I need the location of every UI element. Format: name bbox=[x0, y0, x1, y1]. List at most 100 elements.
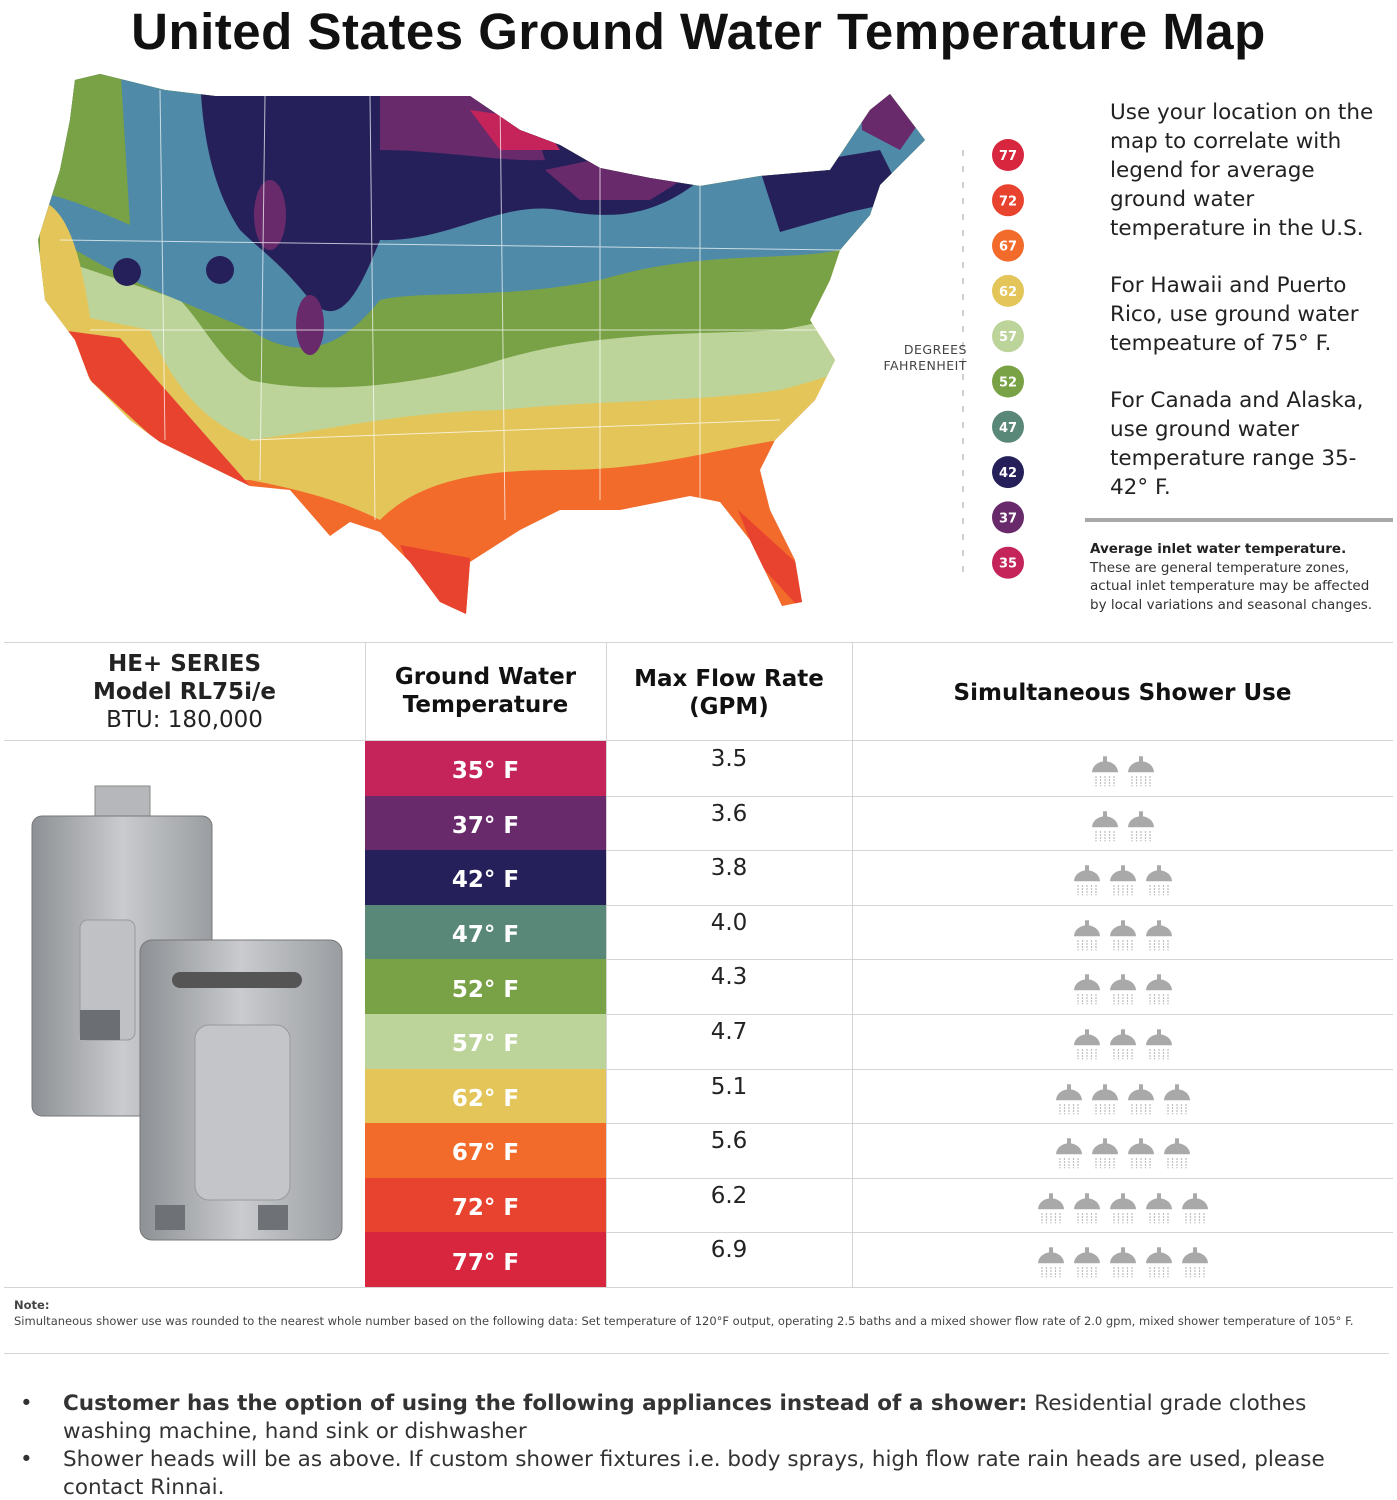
legend-label: 35 bbox=[999, 557, 1017, 572]
temperature-cell: 72° F bbox=[365, 1177, 606, 1233]
shower-icon bbox=[1110, 1247, 1136, 1278]
shower-stem bbox=[1121, 1247, 1125, 1254]
shower-head bbox=[1182, 1252, 1208, 1264]
shower-head bbox=[1146, 925, 1172, 937]
shower-icon bbox=[1146, 1029, 1172, 1060]
shower-stem bbox=[1139, 810, 1143, 817]
temperature-label: 47° F bbox=[451, 922, 520, 949]
shower-stem bbox=[1121, 920, 1125, 927]
table: HE+ SERIES Model RL75i/e BTU: 180,000 Gr… bbox=[4, 642, 1393, 1288]
legend-label: 47 bbox=[999, 421, 1017, 436]
shower-icons bbox=[1056, 1138, 1190, 1169]
temperature-cell: 47° F bbox=[365, 904, 606, 960]
row-line bbox=[606, 850, 1393, 852]
shower-stem bbox=[1157, 1247, 1161, 1254]
shower-head bbox=[1056, 1143, 1082, 1155]
shower-icons bbox=[1074, 1029, 1172, 1060]
shower-stem bbox=[1103, 1138, 1107, 1145]
shower-icon bbox=[1038, 1247, 1064, 1278]
shower-stem bbox=[1157, 865, 1161, 872]
heater-image bbox=[31, 785, 343, 1241]
shower-icon bbox=[1092, 756, 1118, 787]
caption-text: These are general temperature zones, act… bbox=[1090, 559, 1373, 613]
shower-head bbox=[1164, 1088, 1190, 1100]
shower-head bbox=[1128, 1143, 1154, 1155]
row-line bbox=[606, 1232, 1393, 1234]
shower-stem bbox=[1157, 920, 1161, 927]
shower-stem bbox=[1157, 1029, 1161, 1036]
legend-swatch bbox=[992, 229, 1024, 262]
shower-head bbox=[1110, 1252, 1136, 1264]
shower-stem bbox=[1085, 974, 1089, 981]
shower-icons bbox=[1038, 1193, 1208, 1224]
shower-icon bbox=[1182, 1247, 1208, 1278]
shower-head bbox=[1092, 1088, 1118, 1100]
shower-stem bbox=[1049, 1247, 1053, 1254]
row-line bbox=[606, 904, 1393, 906]
shower-head bbox=[1038, 1198, 1064, 1210]
shower-icon bbox=[1110, 1193, 1136, 1224]
shower-icon bbox=[1164, 1083, 1190, 1114]
legend-label: 57 bbox=[999, 330, 1017, 345]
shower-head bbox=[1164, 1143, 1190, 1155]
shower-icon bbox=[1110, 1029, 1136, 1060]
shower-icon bbox=[1074, 865, 1100, 896]
flow-rate: 3.6 bbox=[710, 800, 748, 827]
shower-icon bbox=[1128, 810, 1154, 841]
bullet-list: Customer has the option of using the fol… bbox=[20, 1390, 1380, 1500]
temperature-cell: 37° F bbox=[365, 795, 606, 851]
legend-label: 42 bbox=[999, 466, 1017, 481]
column-header-text: Simultaneous Shower Use bbox=[953, 680, 1292, 706]
flow-rate: 3.5 bbox=[710, 746, 748, 772]
column-header: Simultaneous Shower Use bbox=[852, 642, 1393, 744]
shower-icon bbox=[1146, 1193, 1172, 1224]
shower-head bbox=[1074, 925, 1100, 937]
shower-icon bbox=[1092, 1138, 1118, 1169]
temperature-label: 62° F bbox=[451, 1085, 520, 1112]
legend-label: 67 bbox=[999, 240, 1017, 255]
shower-icon bbox=[1146, 920, 1172, 951]
shower-icon bbox=[1110, 920, 1136, 951]
shower-icon bbox=[1092, 1083, 1118, 1114]
shower-head bbox=[1110, 925, 1136, 937]
flow-rate: 6.9 bbox=[710, 1237, 748, 1264]
shower-head bbox=[1074, 1034, 1100, 1046]
shower-head bbox=[1128, 761, 1154, 773]
shower-stem bbox=[1085, 1029, 1089, 1036]
legend-swatch bbox=[992, 139, 1024, 171]
model-series: HE+ SERIES bbox=[107, 651, 262, 677]
shower-head bbox=[1110, 1034, 1136, 1046]
shower-head bbox=[1038, 1252, 1064, 1264]
model-btu: BTU: 180,000 bbox=[106, 707, 263, 733]
caption: Average inlet water temperature. These a… bbox=[1090, 540, 1386, 614]
model-name: Model RL75i/e bbox=[93, 679, 276, 705]
column-header-text: Max Flow Rate (GPM) bbox=[634, 666, 824, 720]
shower-stem bbox=[1157, 1193, 1161, 1200]
shower-head bbox=[1128, 815, 1154, 827]
note-text: Simultaneous shower use was rounded to t… bbox=[14, 1314, 1354, 1328]
shower-head bbox=[1110, 979, 1136, 991]
legend-swatch bbox=[992, 365, 1024, 398]
shower-icon bbox=[1146, 974, 1172, 1005]
flow-rate: 4.0 bbox=[710, 909, 748, 936]
shower-icons bbox=[1074, 920, 1172, 951]
shower-icons bbox=[1056, 1083, 1190, 1114]
shower-stem bbox=[1049, 1193, 1053, 1200]
bullet-text: Residential grade clothes washing machin… bbox=[63, 1391, 1307, 1444]
legend-swatch bbox=[992, 274, 1024, 307]
temperature-label: 42° F bbox=[451, 867, 520, 894]
note-label: Note: bbox=[14, 1298, 50, 1312]
model-header: HE+ SERIES Model RL75i/e BTU: 180,000 bbox=[4, 650, 365, 734]
shower-head bbox=[1128, 1088, 1154, 1100]
shower-head bbox=[1146, 1198, 1172, 1210]
temperature-label: 72° F bbox=[451, 1195, 520, 1222]
shower-icon bbox=[1056, 1138, 1082, 1169]
legend-swatch bbox=[992, 184, 1024, 217]
shower-head bbox=[1056, 1088, 1082, 1100]
shower-stem bbox=[1175, 1083, 1179, 1090]
shower-stem bbox=[1121, 974, 1125, 981]
temperature-cell: 35° F bbox=[365, 741, 606, 796]
shower-head bbox=[1146, 870, 1172, 882]
shower-stem bbox=[1085, 1193, 1089, 1200]
shower-icon bbox=[1128, 756, 1154, 787]
